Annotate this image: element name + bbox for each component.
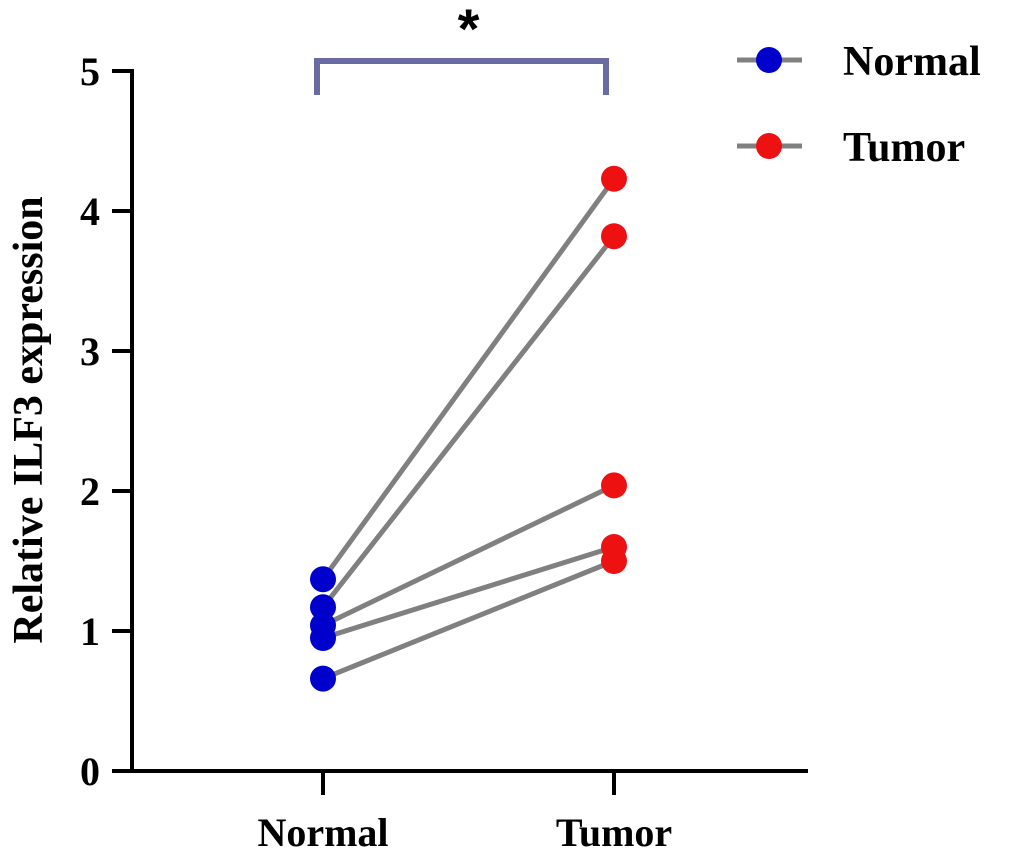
tumor-point [601,223,627,250]
y-tick-label: 3 [80,329,100,374]
y-axis-title: Relative ILF3 expression [6,196,52,643]
normal-point [310,594,336,621]
pair-line [320,233,617,610]
legend-marker-tumor [756,133,782,159]
y-tick-label: 1 [80,609,100,654]
significance-label: * [458,0,480,60]
y-tick-label: 0 [80,749,100,794]
legend: Normal Tumor [737,39,981,171]
tumor-point [601,534,627,560]
pair-line [320,544,617,641]
x-tick-label: Tumor [556,810,672,855]
y-tick-label: 4 [80,189,100,234]
y-axis-group: 0 1 2 3 4 5 [80,49,134,794]
tumor-point [601,472,627,499]
legend-label-normal: Normal [843,39,981,85]
normal-point [310,665,336,692]
pair-line [320,558,617,682]
points-group [310,165,627,692]
pair-line [320,482,617,628]
y-tick-label: 2 [80,469,100,514]
significance-group: * [314,0,609,95]
significance-bracket [314,58,609,95]
x-axis-group: Normal Tumor [130,769,808,855]
legend-label-tumor: Tumor [843,125,965,171]
pair-lines-group [320,176,617,682]
normal-point [310,612,336,639]
tumor-point [601,165,627,192]
y-tick-label: 5 [80,49,100,94]
legend-marker-normal [756,47,782,73]
normal-point [310,566,336,593]
x-tick-label: Normal [257,810,388,855]
pair-line [320,176,617,582]
